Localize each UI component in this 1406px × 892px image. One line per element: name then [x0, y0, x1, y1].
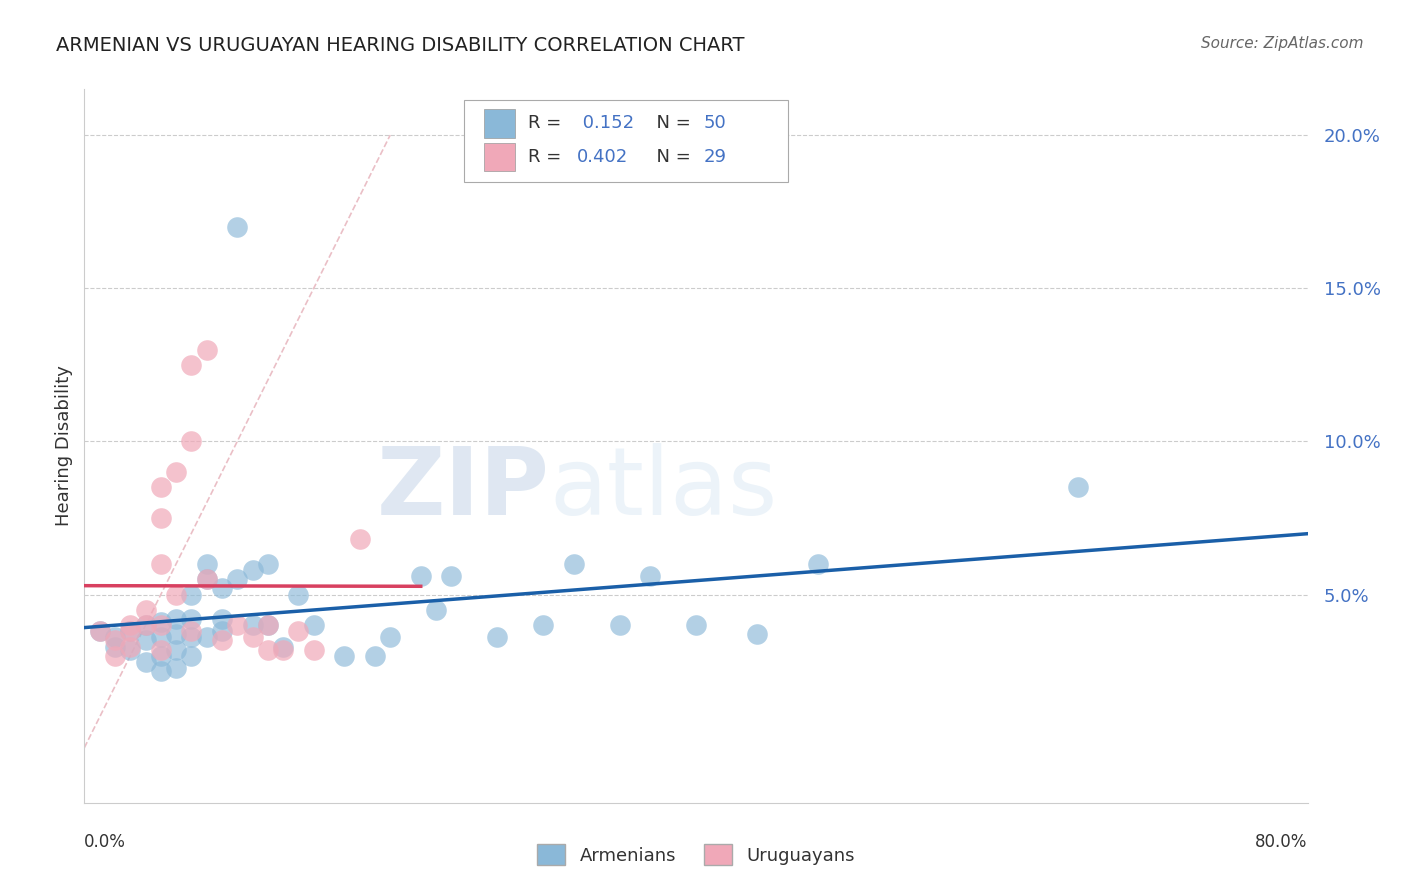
Point: [211, 624, 233, 639]
Text: 0.0%: 0.0%: [84, 833, 127, 852]
Legend: Armenians, Uruguayans: Armenians, Uruguayans: [530, 837, 862, 872]
Point: [242, 631, 264, 645]
Point: [135, 633, 157, 648]
Point: [211, 633, 233, 648]
Point: [165, 627, 187, 641]
Point: [165, 612, 187, 626]
Point: [195, 343, 218, 357]
Point: [242, 618, 264, 632]
Point: [180, 612, 202, 626]
Point: [149, 648, 172, 663]
Point: [195, 631, 218, 645]
Point: [440, 569, 463, 583]
Point: [180, 648, 202, 663]
Point: [120, 624, 142, 639]
Text: 80.0%: 80.0%: [1256, 833, 1308, 852]
Text: ZIP: ZIP: [377, 442, 550, 535]
Point: [165, 661, 187, 675]
Point: [180, 588, 202, 602]
Point: [165, 465, 187, 479]
Point: [180, 624, 202, 639]
Point: [180, 631, 202, 645]
Point: [180, 358, 202, 372]
Point: [135, 618, 157, 632]
Point: [226, 618, 249, 632]
Point: [120, 618, 142, 632]
Point: [135, 603, 157, 617]
Point: [149, 480, 172, 494]
Point: [409, 569, 432, 583]
Point: [349, 533, 371, 547]
FancyBboxPatch shape: [484, 109, 515, 137]
Point: [165, 642, 187, 657]
Point: [747, 627, 769, 641]
Point: [104, 631, 127, 645]
Point: [195, 572, 218, 586]
Point: [685, 618, 707, 632]
Point: [149, 557, 172, 571]
Point: [380, 631, 402, 645]
FancyBboxPatch shape: [464, 100, 787, 182]
Point: [531, 618, 554, 632]
Point: [104, 648, 127, 663]
Point: [807, 557, 830, 571]
Point: [609, 618, 631, 632]
Y-axis label: Hearing Disability: Hearing Disability: [55, 366, 73, 526]
Text: 0.152: 0.152: [578, 114, 634, 132]
Point: [120, 624, 142, 639]
Point: [257, 618, 280, 632]
Text: atlas: atlas: [550, 442, 778, 535]
Point: [149, 615, 172, 629]
Point: [211, 582, 233, 596]
Point: [149, 618, 172, 632]
Point: [562, 557, 585, 571]
Point: [257, 557, 280, 571]
Point: [120, 640, 142, 654]
Text: 50: 50: [703, 114, 725, 132]
Text: R =: R =: [529, 148, 568, 166]
Point: [104, 640, 127, 654]
Point: [211, 612, 233, 626]
Point: [226, 220, 249, 235]
Text: N =: N =: [644, 114, 696, 132]
Point: [165, 588, 187, 602]
Point: [149, 631, 172, 645]
Point: [89, 624, 111, 639]
Text: Source: ZipAtlas.com: Source: ZipAtlas.com: [1201, 36, 1364, 51]
Point: [302, 642, 325, 657]
Point: [135, 655, 157, 669]
Point: [180, 434, 202, 449]
Point: [302, 618, 325, 632]
Point: [149, 664, 172, 678]
Point: [149, 511, 172, 525]
Point: [333, 648, 356, 663]
Point: [638, 569, 661, 583]
Point: [149, 642, 172, 657]
Point: [120, 642, 142, 657]
Point: [425, 603, 447, 617]
Point: [257, 618, 280, 632]
Text: 0.402: 0.402: [578, 148, 628, 166]
Point: [195, 572, 218, 586]
Point: [135, 618, 157, 632]
Text: ARMENIAN VS URUGUAYAN HEARING DISABILITY CORRELATION CHART: ARMENIAN VS URUGUAYAN HEARING DISABILITY…: [56, 36, 745, 54]
Point: [271, 642, 294, 657]
Text: 29: 29: [703, 148, 727, 166]
Point: [364, 648, 387, 663]
Point: [257, 642, 280, 657]
Point: [287, 588, 309, 602]
Point: [195, 557, 218, 571]
Point: [104, 633, 127, 648]
Point: [287, 624, 309, 639]
Point: [271, 640, 294, 654]
Text: N =: N =: [644, 148, 696, 166]
Point: [226, 572, 249, 586]
Point: [89, 624, 111, 639]
FancyBboxPatch shape: [484, 143, 515, 171]
Text: R =: R =: [529, 114, 568, 132]
Point: [486, 631, 509, 645]
Point: [1067, 480, 1090, 494]
Point: [242, 563, 264, 577]
